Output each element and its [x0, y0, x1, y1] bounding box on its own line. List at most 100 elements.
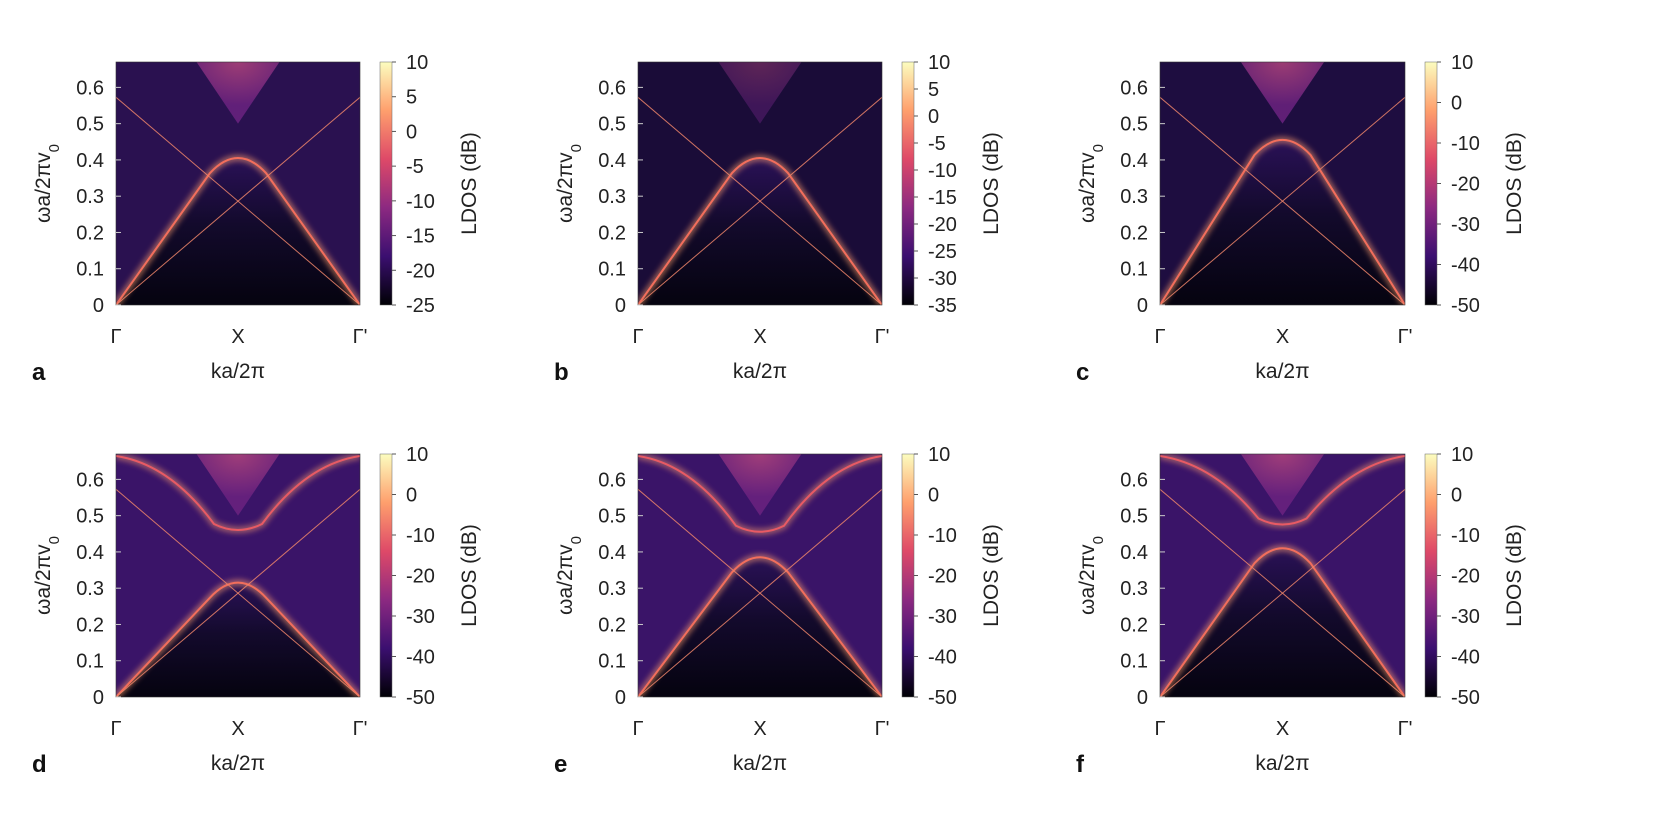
colorbar-tick-label: 10	[406, 52, 428, 74]
y-tick-label: 0.2	[598, 614, 626, 636]
colorbar-tick-label: -20	[1451, 566, 1480, 588]
panel-letter: d	[32, 751, 47, 778]
light-cone-region	[196, 454, 280, 516]
upper-band-line	[638, 455, 882, 533]
colorbar-tick-label: -50	[406, 687, 435, 709]
colorbar-tick-label: -10	[1451, 525, 1480, 547]
colorbar-tick-label: 10	[1451, 444, 1473, 466]
light-cone-region	[196, 62, 280, 124]
x-tick-label: Γ	[1154, 326, 1165, 348]
y-axis-label: ωa/2πv0	[1076, 144, 1107, 223]
colorbar-tick-label: -50	[928, 687, 957, 709]
colorbar-tick-label: -25	[928, 241, 957, 263]
x-axis-label: ka/2π	[211, 752, 265, 775]
colorbar-tick-label: -30	[928, 606, 957, 628]
x-tick-label: X	[753, 718, 766, 740]
y-tick-label: 0.4	[76, 542, 104, 564]
y-tick-label: 0.2	[76, 222, 104, 244]
x-tick-label: Γ	[632, 326, 643, 348]
y-tick-label: 0.6	[1120, 469, 1148, 491]
y-tick-label: 0.3	[1120, 578, 1148, 600]
x-tick-label: Γ'	[1398, 326, 1413, 348]
colorbar-tick-label: 10	[928, 52, 950, 74]
colorbar	[901, 61, 915, 306]
y-tick-label: 0.4	[1120, 542, 1148, 564]
y-tick-label: 0.1	[1120, 651, 1148, 673]
panel-f: 0 0.1 0.2 0.3 0.4 0.5 0.6 Γ X Γ' ka/2π ωa/2πv0 f 10 0 -…	[1076, 444, 1526, 778]
y-tick-label: 0.5	[76, 506, 104, 528]
colorbar-label: LDOS (dB)	[1503, 132, 1526, 235]
light-line-left	[1160, 96, 1405, 305]
heatmap-b	[638, 62, 882, 305]
plot-frame	[637, 61, 883, 306]
plot-frame	[1159, 453, 1406, 698]
colorbar-tick-label: 10	[406, 444, 428, 466]
colorbar-tick-label: -5	[406, 156, 424, 178]
x-tick-label: X	[231, 718, 244, 740]
panel-letter: b	[554, 359, 569, 386]
lower-band-line	[116, 157, 360, 305]
y-tick-label: 0.4	[598, 150, 626, 172]
y-tick-label: 0.3	[598, 578, 626, 600]
y-tick-label: 0.1	[598, 651, 626, 673]
plot-frame	[1159, 61, 1406, 306]
panel-letter: e	[554, 751, 567, 778]
plot-frame	[115, 61, 361, 306]
colorbar-tick-label: -30	[406, 606, 435, 628]
light-line-left	[116, 96, 360, 305]
colorbar-tick-label: 0	[406, 121, 417, 143]
light-line-left	[638, 96, 882, 305]
y-tick-label: 0.5	[76, 114, 104, 136]
x-tick-label: X	[1276, 718, 1289, 740]
y-tick-label: 0.6	[76, 77, 104, 99]
y-tick-label: 0.1	[76, 651, 104, 673]
y-tick-label: 0.3	[76, 578, 104, 600]
y-axis-label: ωa/2πv0	[32, 144, 63, 223]
colorbar-tick-label: -10	[406, 191, 435, 213]
y-tick-label: 0.5	[598, 114, 626, 136]
lower-band-line	[1160, 547, 1405, 697]
colorbar	[1424, 61, 1438, 306]
x-tick-label: Γ	[110, 326, 121, 348]
y-tick-label: 0.2	[76, 614, 104, 636]
colorbar	[901, 453, 915, 698]
y-tick-label: 0.5	[598, 506, 626, 528]
lower-band-line	[638, 556, 882, 697]
light-line-right	[1160, 96, 1405, 305]
colorbar-tick-label: -20	[928, 566, 957, 588]
light-line-left	[1160, 488, 1405, 697]
light-line-right	[116, 488, 360, 697]
colorbar-tick-label: -30	[928, 268, 957, 290]
upper-band-line	[1160, 455, 1405, 526]
colorbar-tick-label: 5	[406, 87, 417, 109]
colorbar-label: LDOS (dB)	[1503, 524, 1526, 627]
colorbar-tick-label: -30	[1451, 606, 1480, 628]
x-tick-label: Γ'	[875, 326, 890, 348]
light-cone-region	[718, 454, 802, 516]
y-tick-label: 0.1	[598, 259, 626, 281]
colorbar-tick-label: -20	[1451, 174, 1480, 196]
colorbar-tick-label: 5	[928, 79, 939, 101]
x-tick-label: Γ'	[1398, 718, 1413, 740]
y-tick-label: 0.2	[598, 222, 626, 244]
y-tick-label: 0.6	[76, 469, 104, 491]
colorbar-tick-label: -5	[928, 133, 946, 155]
y-tick-label: 0	[615, 295, 626, 317]
panel-letter: a	[32, 359, 46, 386]
colorbar-tick-label: -10	[928, 525, 957, 547]
colorbar-tick-label: -30	[1451, 214, 1480, 236]
plot-frame	[637, 453, 883, 698]
lower-band-line	[116, 581, 360, 697]
light-cone-region	[1240, 62, 1325, 124]
panel-c: 0 0.1 0.2 0.3 0.4 0.5 0.6 Γ X Γ' ka/2π ωa/2πv0 c 10 0 -…	[1076, 52, 1526, 386]
colorbar-tick-label: -25	[406, 295, 435, 317]
light-line-right	[1160, 488, 1405, 697]
y-tick-label: 0.3	[76, 186, 104, 208]
below-band-region	[116, 158, 360, 305]
heatmap-d	[116, 454, 360, 697]
colorbar	[379, 61, 393, 306]
colorbar-tick-label: -40	[406, 647, 435, 669]
colorbar-label: LDOS (dB)	[980, 524, 1003, 627]
heatmap-a	[116, 62, 360, 305]
